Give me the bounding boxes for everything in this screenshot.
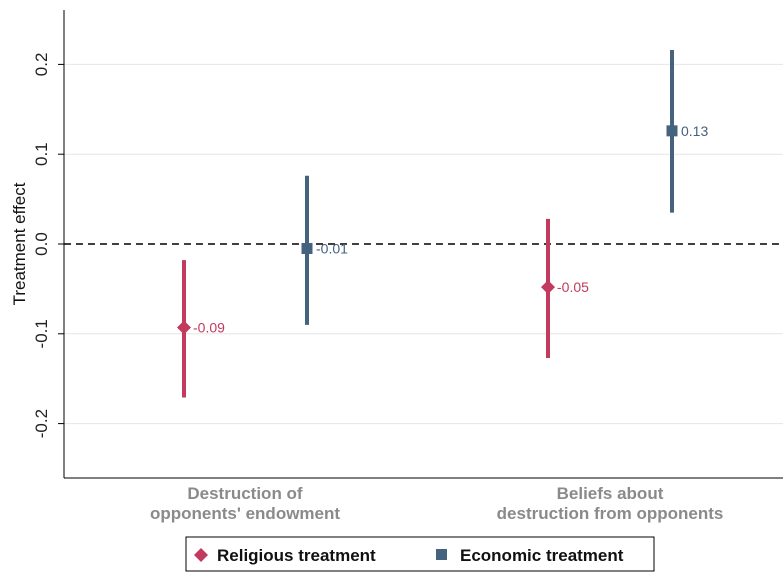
legend-label-economic: Economic treatment: [460, 546, 624, 565]
point-estimate-square: [666, 125, 678, 137]
y-tick-label: -0.1: [32, 319, 51, 348]
legend-diamond-icon: [194, 548, 208, 562]
category-label: Destruction of: [187, 484, 303, 503]
series: -0.09 -0.05 -0.01 0.13: [177, 50, 708, 398]
point-estimate-diamond: [541, 280, 555, 295]
data-label: -0.01: [316, 240, 348, 256]
point-estimate-square: [301, 242, 313, 254]
legend-label-religious: Religious treatment: [217, 546, 376, 565]
category-label: destruction from opponents: [497, 504, 724, 523]
y-tick-label: 0.1: [32, 142, 51, 166]
point-estimate-diamond: [177, 320, 191, 335]
axes: [63, 10, 783, 479]
y-axis-title: Treatment effect: [10, 182, 29, 305]
data-label: 0.13: [681, 123, 708, 139]
legend-box: [185, 536, 655, 572]
legend: Religious treatment Economic treatment: [185, 536, 655, 572]
grid-lines: [64, 63, 783, 425]
y-ticks: 0.2 0.1 0.0 -0.1 -0.2: [32, 53, 64, 438]
category-label: Beliefs about: [557, 484, 664, 503]
data-label: -0.05: [557, 279, 589, 295]
y-tick-label: 0.2: [32, 53, 51, 77]
category-label: opponents' endowment: [150, 504, 340, 523]
data-label: -0.09: [193, 320, 225, 336]
legend-square-icon: [436, 549, 447, 560]
y-tick-label: -0.2: [32, 409, 51, 438]
y-tick-label: 0.0: [32, 232, 51, 256]
